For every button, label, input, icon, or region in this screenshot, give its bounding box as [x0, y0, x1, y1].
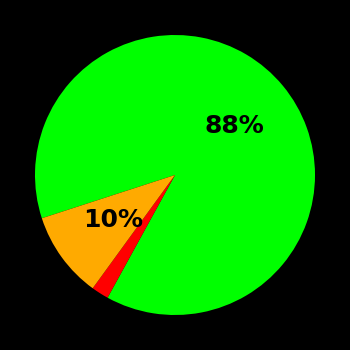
Wedge shape [35, 35, 315, 315]
Wedge shape [93, 175, 175, 298]
Text: 88%: 88% [204, 114, 264, 138]
Text: 10%: 10% [83, 208, 143, 232]
Wedge shape [42, 175, 175, 288]
